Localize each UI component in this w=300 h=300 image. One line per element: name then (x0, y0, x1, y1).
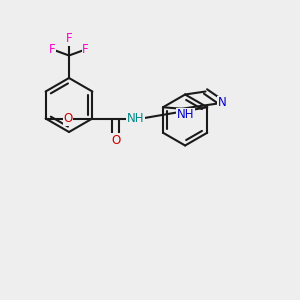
Text: F: F (82, 43, 89, 56)
Text: F: F (66, 32, 72, 46)
Text: NH: NH (127, 112, 144, 125)
Text: F: F (49, 43, 56, 56)
Text: NH: NH (176, 108, 194, 121)
Text: O: O (64, 112, 73, 125)
Text: N: N (218, 96, 226, 110)
Text: O: O (111, 134, 120, 147)
